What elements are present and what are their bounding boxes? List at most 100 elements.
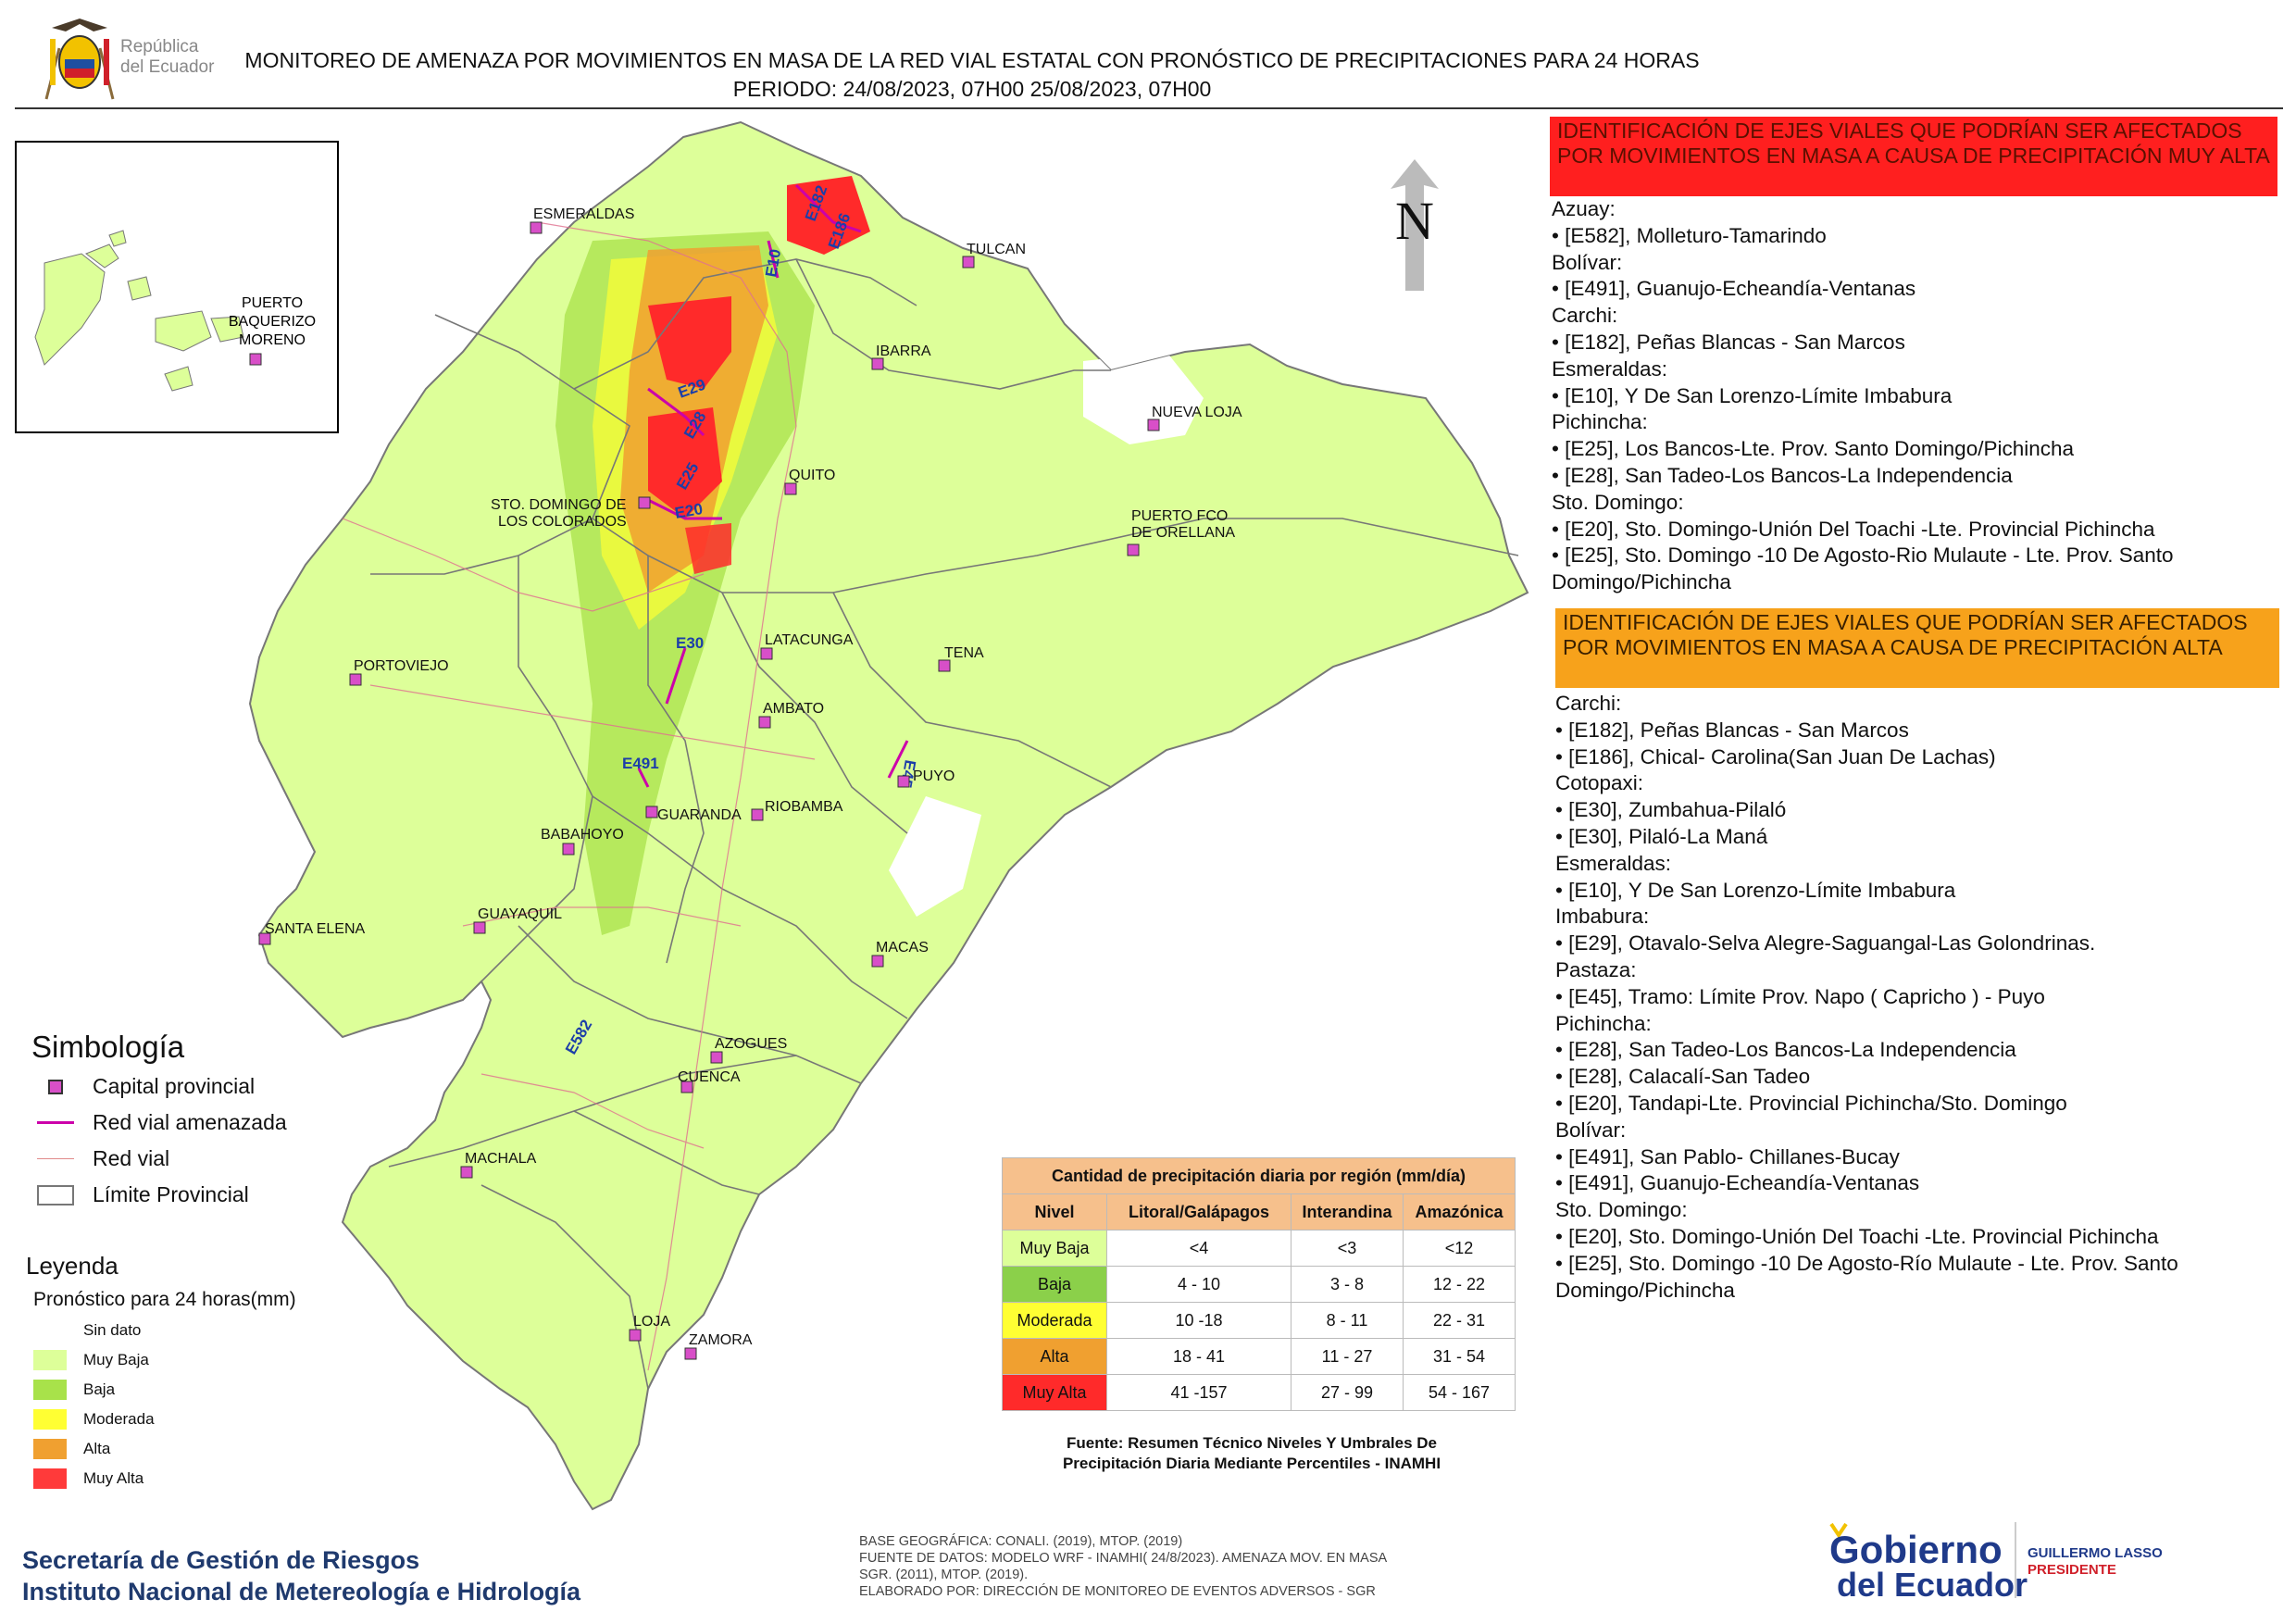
level-label: Sin dato bbox=[83, 1321, 142, 1339]
table-row: Muy Baja <4 <3 <12 bbox=[1002, 1230, 1516, 1267]
capital-marker-galapagos bbox=[249, 353, 262, 366]
city-label: LOS COLORADOS bbox=[498, 514, 627, 530]
cell-litoral: 10 -18 bbox=[1106, 1302, 1292, 1339]
alta-header: IDENTIFICACIÓN DE EJES VIALES QUE PODRÍA… bbox=[1555, 608, 2279, 688]
table-caption: Cantidad de precipitación diaria por reg… bbox=[1002, 1157, 1516, 1193]
leyenda-title: Leyenda bbox=[26, 1252, 119, 1280]
road-list-line: • [E10], Y De San Lorenzo-Límite Imbabur… bbox=[1552, 383, 1953, 407]
road-list-line: Pichincha: bbox=[1552, 410, 1648, 434]
cell-nivel: Baja bbox=[1002, 1266, 1107, 1303]
city-label: TENA bbox=[944, 645, 984, 661]
title-period: PERIODO: 24/08/2023, 07H00 25/08/2023, 0… bbox=[732, 77, 1212, 101]
city-label: AMBATO bbox=[763, 701, 824, 717]
legend-boundary: Límite Provincial bbox=[37, 1182, 249, 1207]
road-list-line: Esmeraldas: bbox=[1552, 356, 1668, 381]
city-tulcan: TULCAN bbox=[962, 242, 1026, 269]
muy-alta-zone-2 bbox=[648, 296, 731, 389]
precipitation-threshold-table: Cantidad de precipitación diaria por reg… bbox=[1002, 1157, 1516, 1411]
level-label: Muy Alta bbox=[83, 1469, 144, 1487]
city-latacunga: LATACUNGA bbox=[760, 632, 854, 660]
road-list-line: • [E182], Peñas Blancas - San Marcos bbox=[1555, 718, 1909, 742]
source-line1: Fuente: Resumen Técnico Niveles Y Umbral… bbox=[1067, 1434, 1437, 1452]
road-list-line: • [E25], Los Bancos-Lte. Prov. Santo Dom… bbox=[1552, 437, 2075, 461]
level-swatch bbox=[33, 1409, 67, 1430]
level-swatch bbox=[33, 1439, 67, 1459]
road-list-line: Domingo/Pichincha bbox=[1555, 1278, 1735, 1302]
road-list-line: Cotopaxi: bbox=[1555, 771, 1644, 795]
city-label: NUEVA LOJA bbox=[1152, 405, 1242, 420]
city-nueva-loja: NUEVA LOJA bbox=[1147, 405, 1242, 431]
city-label: IBARRA bbox=[876, 344, 931, 359]
city-guaranda: GUARANDA bbox=[645, 806, 742, 823]
road-network bbox=[342, 221, 816, 1371]
cell-interandina: 8 - 11 bbox=[1291, 1302, 1404, 1339]
credit-line: ELABORADO POR: DIRECCIÓN DE MONITOREO DE… bbox=[859, 1584, 1376, 1599]
city-riobamba: RIOBAMBA bbox=[751, 799, 843, 821]
north-arrow-icon: N bbox=[1391, 159, 1439, 291]
legend-road-label: Red vial bbox=[93, 1146, 170, 1170]
road-line-icon bbox=[37, 1148, 74, 1170]
city-macas: MACAS bbox=[871, 940, 929, 968]
road-list-line: • [E28], Calacalí-San Tadeo bbox=[1555, 1065, 1811, 1089]
org-inamhi: Instituto Nacional de Metereología e Hid… bbox=[22, 1578, 581, 1605]
road-list-line: Sto. Domingo: bbox=[1555, 1198, 1688, 1222]
city-label: GUARANDA bbox=[657, 807, 742, 823]
org-sgr: Secretaría de Gestión de Riesgos bbox=[22, 1546, 420, 1574]
level-moderada: Moderada bbox=[33, 1409, 155, 1430]
city-machala: MACHALA bbox=[460, 1151, 537, 1179]
city-ambato: AMBATO bbox=[758, 701, 824, 729]
level-swatch bbox=[33, 1320, 67, 1341]
road-list-line: • [E20], Tandapi-Lte. Provincial Pichinc… bbox=[1555, 1091, 2067, 1115]
table-row: Moderada 10 -18 8 - 11 22 - 31 bbox=[1002, 1302, 1516, 1339]
galapagos-map: PUERTO BAQUERIZO MORENO bbox=[34, 230, 316, 392]
cell-nivel: Moderada bbox=[1002, 1302, 1107, 1339]
credit-line: FUENTE DE DATOS: MODELO WRF - INAMHI( 24… bbox=[859, 1551, 1388, 1566]
table-row: Baja 4 - 10 3 - 8 12 - 22 bbox=[1002, 1266, 1516, 1303]
no-data-area bbox=[1083, 352, 1204, 444]
road-list-line: • [E186], Chical- Carolina(San Juan De L… bbox=[1555, 744, 1996, 768]
road-list-line: Sto. Domingo: bbox=[1552, 490, 1684, 514]
cell-litoral: 41 -157 bbox=[1106, 1374, 1292, 1411]
republica-line2: del Ecuador bbox=[120, 57, 215, 77]
road-list-line: • [E30], Pilaló-La Maná bbox=[1555, 824, 1768, 848]
city-label: BABAHOYO bbox=[541, 827, 624, 843]
city-ibarra: IBARRA bbox=[871, 344, 931, 370]
alta-road-list: Carchi: • [E182], Peñas Blancas - San Mar… bbox=[1555, 691, 2287, 1304]
president-title: PRESIDENTE bbox=[2028, 1562, 2116, 1578]
boundary-box-icon bbox=[37, 1184, 74, 1206]
level-muy-baja: Muy Baja bbox=[33, 1350, 149, 1370]
threatened-road-line-icon bbox=[37, 1112, 74, 1134]
header-amazonica: Amazónica bbox=[1403, 1193, 1516, 1230]
province-boundaries bbox=[370, 258, 1519, 1390]
cell-litoral: 18 - 41 bbox=[1106, 1338, 1292, 1375]
no-data-area-2 bbox=[889, 796, 981, 917]
city-label: LOJA bbox=[633, 1314, 670, 1330]
title-line1: MONITOREO DE AMENAZA POR MOVIMIENTOS EN … bbox=[244, 48, 1700, 72]
city-label: PORTOVIEJO bbox=[354, 658, 449, 674]
road-list-line: Bolívar: bbox=[1552, 250, 1623, 274]
capital-marker-icon bbox=[37, 1076, 74, 1098]
road-label-e10: E10 bbox=[762, 248, 784, 279]
level-label: Alta bbox=[83, 1440, 111, 1457]
credits: BASE GEOGRÁFICA: CONALI. (2019), MTOP. (… bbox=[859, 1533, 1387, 1600]
city-label: SANTA ELENA bbox=[265, 921, 366, 937]
inset-city-label-1: PUERTO bbox=[242, 295, 303, 311]
level-baja: Baja bbox=[33, 1380, 115, 1400]
city-label: QUITO bbox=[789, 468, 835, 483]
city-label: CUENCA bbox=[678, 1069, 741, 1085]
muy-alta-zone-4 bbox=[685, 523, 731, 574]
credit-line: BASE GEOGRÁFICA: CONALI. (2019), MTOP. (… bbox=[859, 1534, 1183, 1549]
inset-city-label-3: MORENO bbox=[239, 332, 306, 348]
header-divider bbox=[15, 107, 2283, 109]
road-list-line: • [E491], San Pablo- Chillanes-Bucay bbox=[1555, 1144, 1900, 1168]
cell-interandina: 3 - 8 bbox=[1291, 1266, 1404, 1303]
road-label-e491: E491 bbox=[622, 755, 659, 772]
coat-of-arms-logo bbox=[44, 19, 115, 100]
road-list-line: • [E30], Zumbahua-Pilaló bbox=[1555, 798, 1787, 822]
road-list-line: Esmeraldas: bbox=[1555, 851, 1672, 875]
city-zamora: ZAMORA bbox=[684, 1332, 753, 1360]
city-label: LATACUNGA bbox=[765, 632, 854, 648]
road-list-line: Bolívar: bbox=[1555, 1118, 1627, 1142]
